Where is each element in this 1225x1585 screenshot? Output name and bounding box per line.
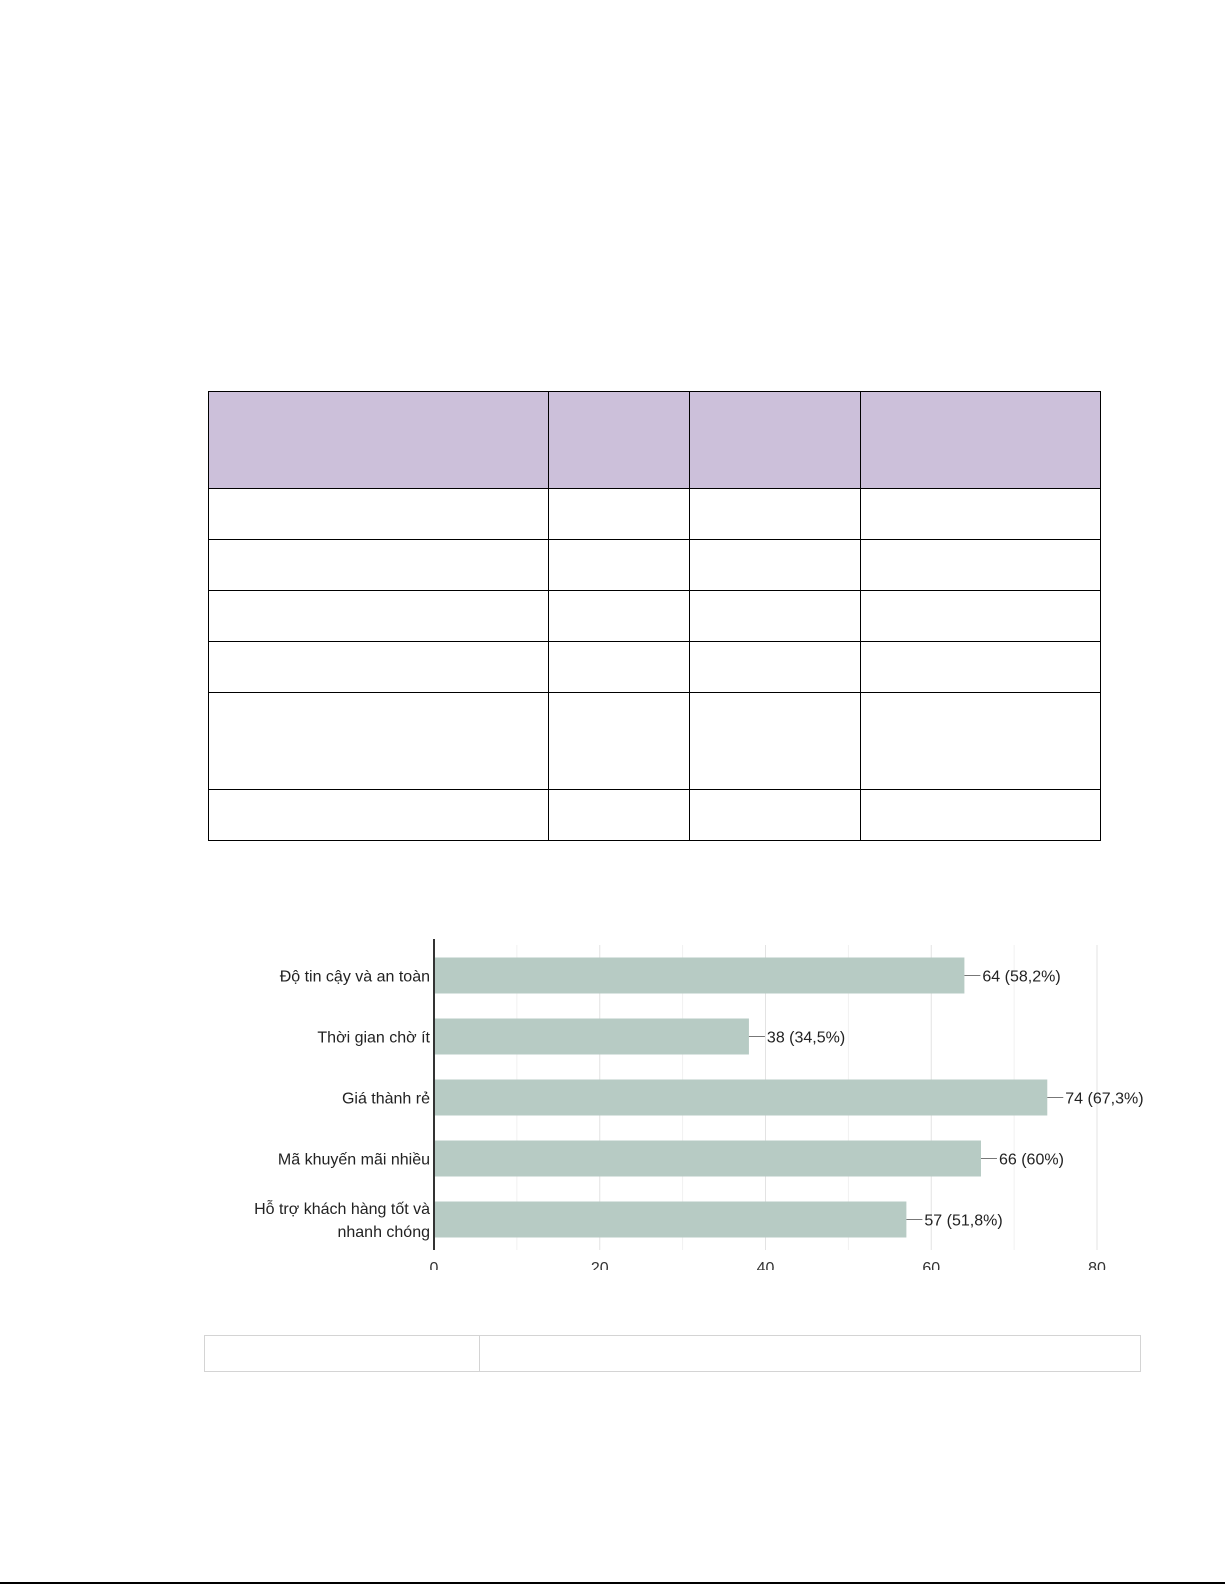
table-cell [689,488,861,540]
table-cell [860,692,1101,790]
table-cell [860,539,1101,591]
page-bottom-rule [0,1582,1225,1584]
category-label-line: Hỗ trợ khách hàng tốt và [254,1199,430,1218]
category-label-line: Thời gian chờ ít [317,1030,430,1047]
x-tick-label: 20 [591,1260,609,1270]
table-cell [208,488,549,540]
bar-chart-svg: 64 (58,2%) Độ tin cậy và an toàn 38 (34,5%… [254,939,1144,1270]
table-cell [860,789,1101,841]
x-tick-label: 40 [757,1260,775,1270]
table-cell [548,539,690,591]
table-cell [689,590,861,642]
bar [434,1018,749,1055]
category-label-line: Độ tin cậy và an toàn [280,969,430,986]
bar [434,1079,1048,1116]
table-cell [689,641,861,693]
category-label-line: nhanh chóng [337,1224,430,1241]
table-row [208,692,1101,790]
table-cell [860,488,1101,540]
bar-chart: 64 (58,2%) Độ tin cậy và an toàn 38 (34,5%… [0,930,1225,1270]
table-cell [204,1335,480,1372]
category-label: Độ tin cậy và an toàn [280,969,430,986]
category-label: Thời gian chờ ít [317,1030,430,1047]
data-label: 74 (67,3%) [1065,1091,1143,1108]
category-label-line: Mã khuyến mãi nhiều [278,1152,430,1169]
table-cell [548,692,690,790]
x-tick-label: 80 [1088,1260,1106,1270]
category-label: Hỗ trợ khách hàng tốt và nhanh chóng [254,1199,430,1241]
table-row [208,641,1101,693]
table-cell [479,1335,1141,1372]
table-cell [208,590,549,642]
table-cell [208,641,549,693]
table-cell [208,539,549,591]
table-row [204,1335,1141,1372]
table-cell [208,789,549,841]
table-cell [548,641,690,693]
table-row [208,590,1101,642]
data-label: 64 (58,2%) [982,969,1060,986]
table-header-cell [548,391,690,489]
table-row [208,488,1101,540]
table-cell [548,590,690,642]
bar [434,1201,907,1238]
table-row [208,789,1101,841]
table-cell [860,590,1101,642]
table-cell [689,539,861,591]
bottom-table [204,1335,1141,1372]
table-cell [208,692,549,790]
data-label: 66 (60%) [999,1152,1064,1169]
table-cell [548,488,690,540]
category-label: Mã khuyến mãi nhiều [278,1152,430,1169]
table-cell [689,789,861,841]
table-header-cell [208,391,549,489]
table-cell [689,692,861,790]
table-header-cell [689,391,861,489]
table-cell [548,789,690,841]
category-label: Giá thành rẻ [342,1091,430,1108]
category-label-line: Giá thành rẻ [342,1091,430,1108]
x-tick-label: 60 [922,1260,940,1270]
table-header-row [208,391,1101,489]
x-tick-label: 0 [430,1260,439,1270]
data-label: 38 (34,5%) [767,1030,845,1047]
data-label: 57 (51,8%) [924,1213,1002,1230]
summary-table [208,391,1101,841]
table-row [208,539,1101,591]
bar [434,957,965,994]
table-cell [860,641,1101,693]
table-header-cell [860,391,1101,489]
bar [434,1140,981,1177]
